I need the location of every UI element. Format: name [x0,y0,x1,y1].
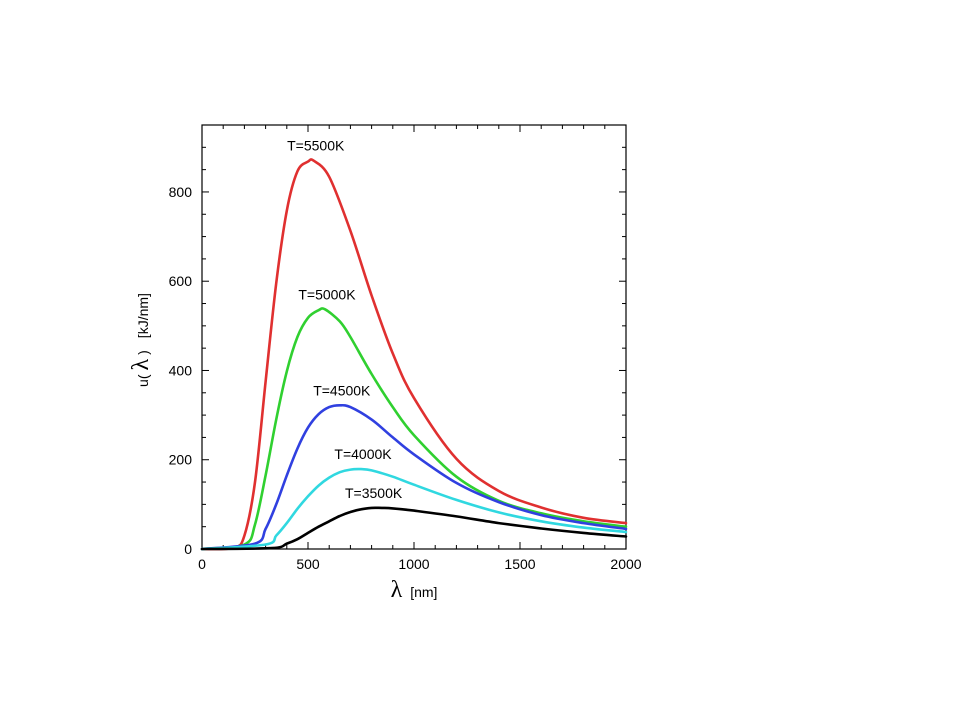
series-line-3 [200,467,628,551]
y-axis-symbol: λ [128,358,154,370]
x-tick-label: 1500 [504,556,535,572]
series-labels: T=5500K T=5000K T=4500K T=4000K T=3500K [287,138,403,501]
x-tick-label: 500 [296,556,320,572]
y-tick-label: 200 [169,452,193,468]
y-axis-unit: [kJ/nm] [135,293,151,338]
series-line-2 [200,403,628,551]
y-axis-prefix: u( [135,374,151,387]
y-tick-label: 0 [184,541,192,557]
x-axis-symbol: λ [391,577,403,603]
series-line-4 [200,506,628,551]
x-axis-unit: [nm] [410,584,437,600]
x-tick-label: 2000 [610,556,641,572]
y-tick-label: 400 [169,362,193,378]
series-line-0 [200,158,628,551]
y-tick-label: 600 [169,273,193,289]
series-label-1: T=5000K [298,286,356,302]
series-label-3: T=4000K [334,446,392,462]
series-line-1 [200,307,628,551]
x-tick-label: 0 [198,556,206,572]
axis-ticks: 0 500 1000 1500 2000 0 200 400 600 800 [169,124,642,572]
series-label-0: T=5500K [287,138,345,154]
y-tick-label: 800 [169,184,193,200]
y-axis-label: u( λ ) [kJ/nm] [128,293,154,387]
x-axis-label: λ [nm] [391,577,438,603]
series-lines [200,158,628,551]
y-axis-suffix: ) [135,350,151,355]
series-label-4: T=3500K [345,485,403,501]
series-label-2: T=4500K [313,382,371,398]
x-tick-label: 1000 [398,556,429,572]
